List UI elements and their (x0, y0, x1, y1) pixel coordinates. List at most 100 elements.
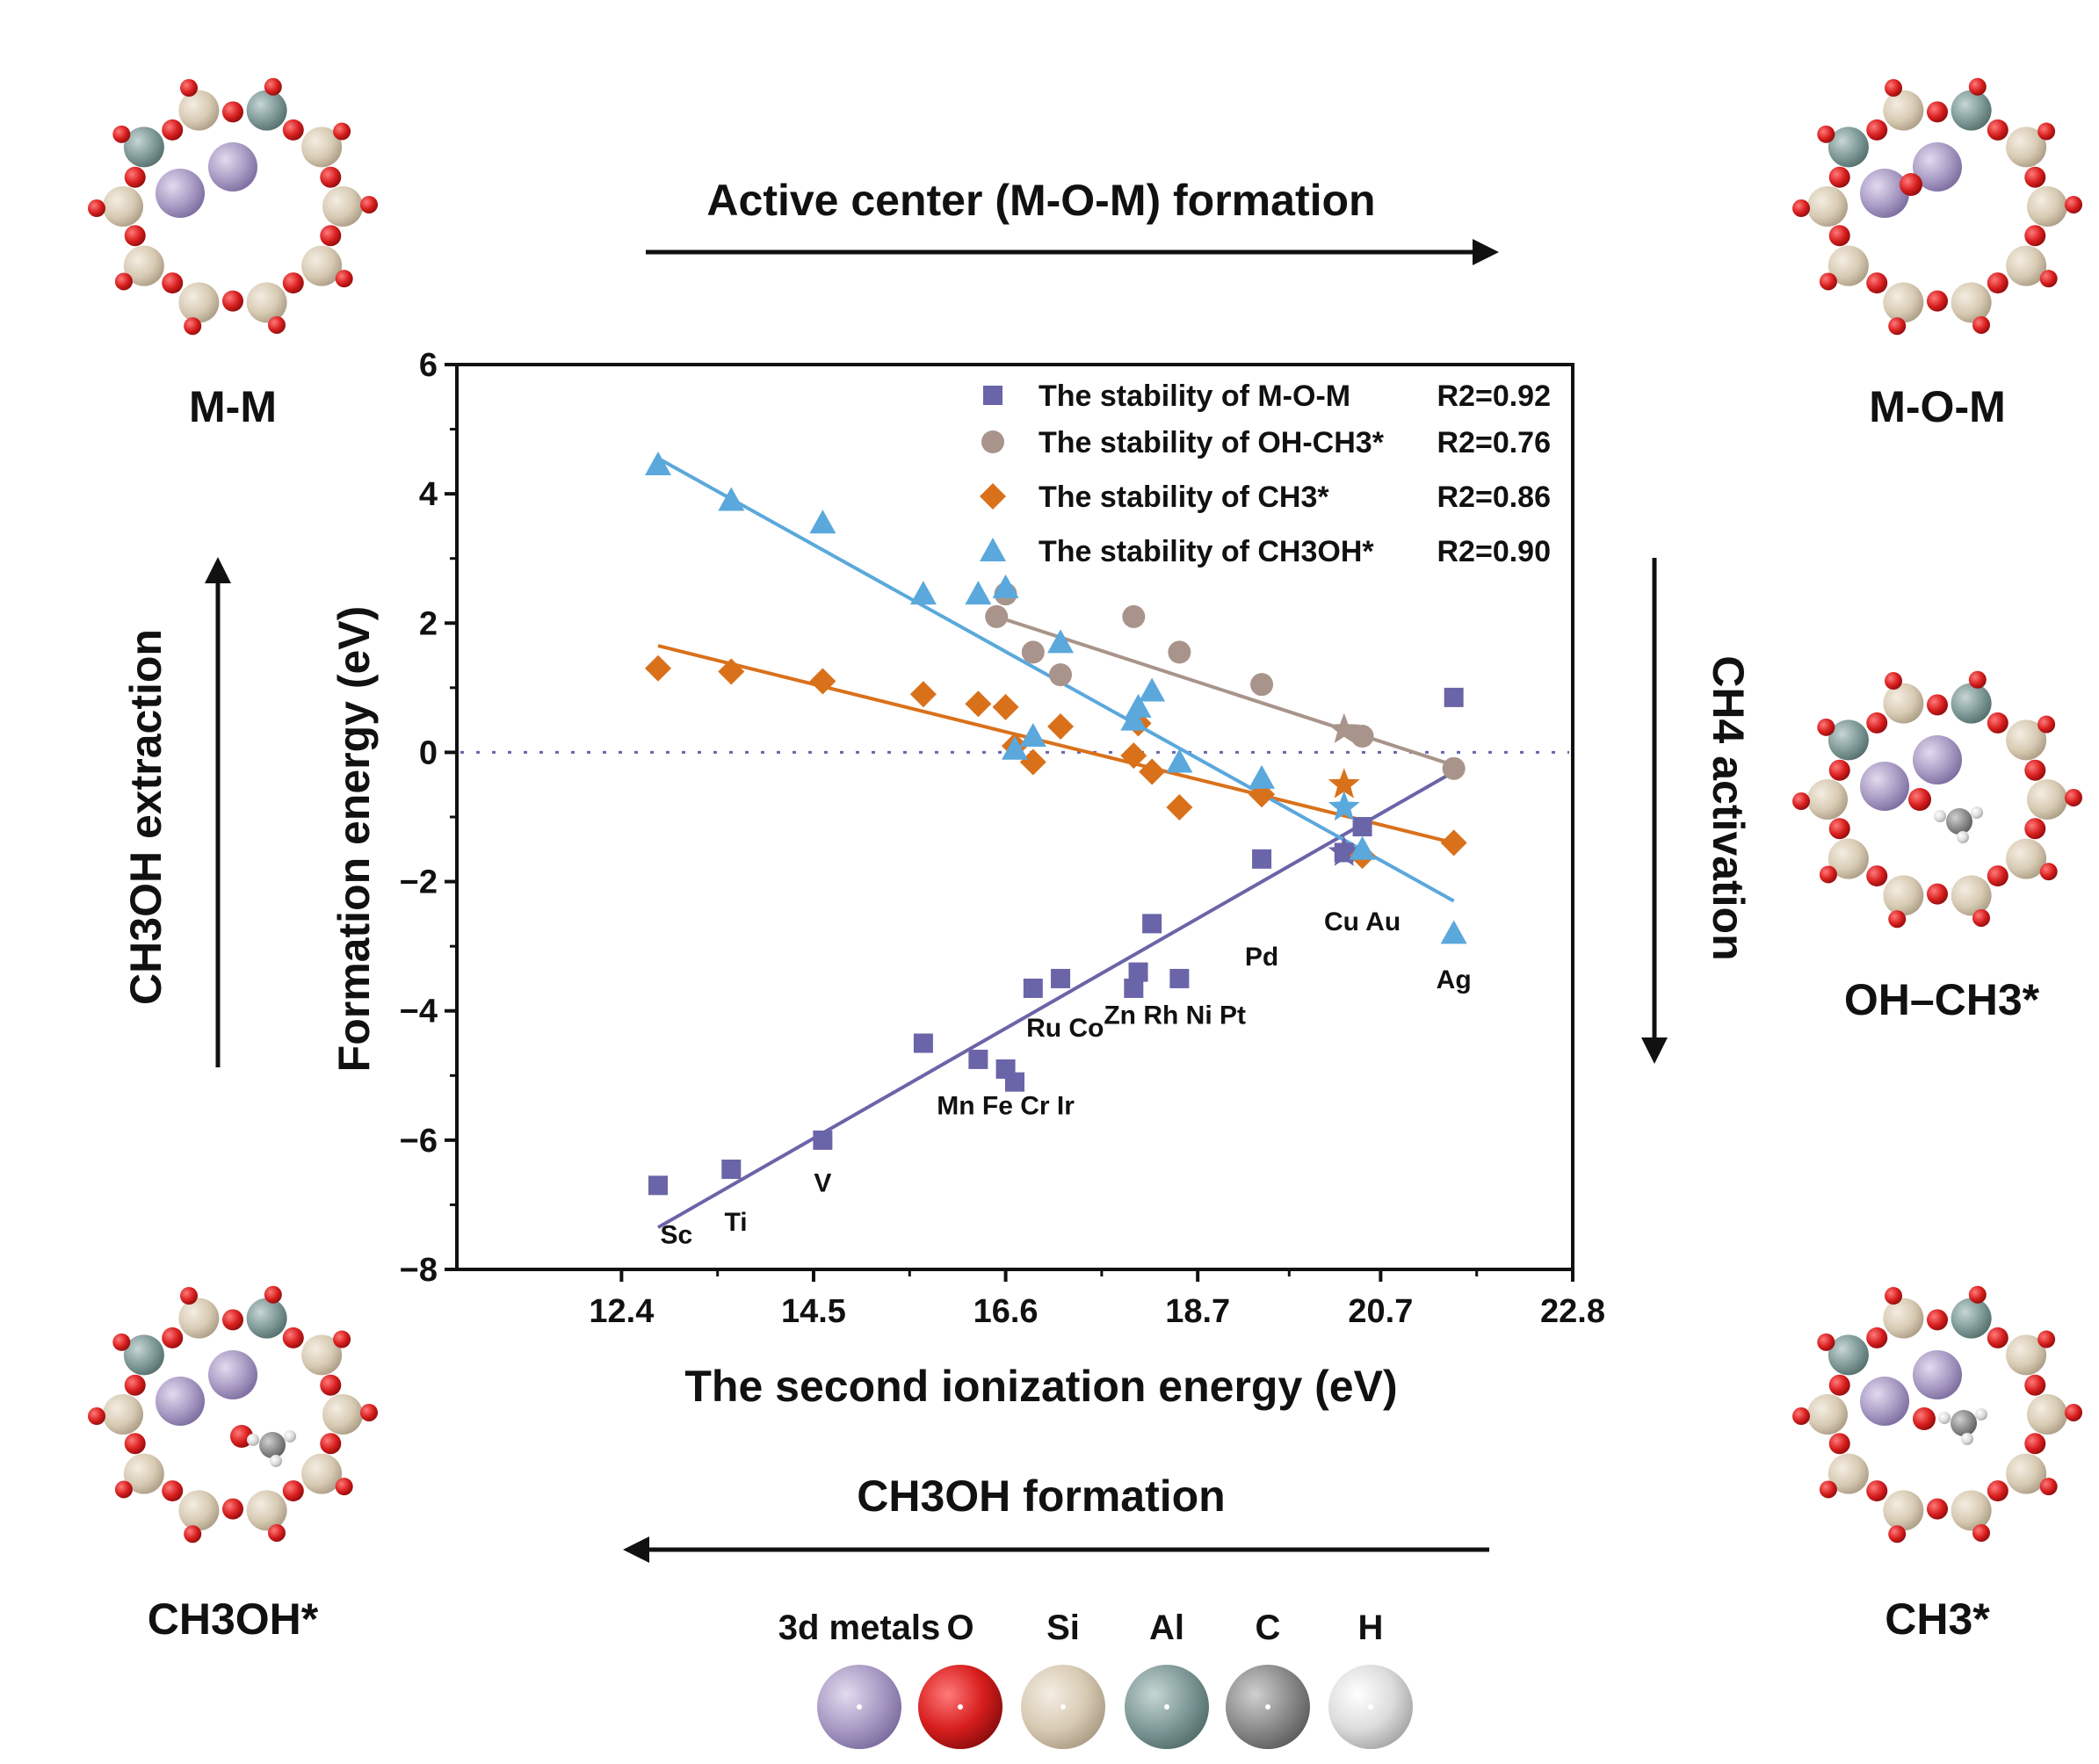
oxygen-atom (1792, 199, 1811, 218)
data-point-square (1252, 849, 1272, 869)
bridging-oxygen-atom (1908, 788, 1931, 811)
legend-marker-square (983, 386, 1002, 405)
top-arrow-label: Active center (M-O-M) formation (706, 176, 1375, 225)
oxygen-atom (1828, 1433, 1850, 1455)
oxygen-atom (2024, 1374, 2046, 1396)
x-tick-label: 20.7 (1348, 1293, 1413, 1330)
data-point-square (648, 1175, 669, 1196)
oxygen-atom (1927, 1498, 1948, 1520)
bridging-oxygen-atom (1913, 1407, 1936, 1430)
atom-legend-label: C (1256, 1609, 1281, 1647)
data-point-circle (1250, 673, 1274, 697)
fit-line (657, 644, 1455, 845)
oxygen-atom (264, 77, 282, 96)
data-point-diamond (909, 681, 937, 708)
left-arrow-label: CH3OH extraction (121, 629, 170, 1005)
oxygen-atom (1866, 712, 1888, 734)
star-marker (1328, 768, 1360, 799)
y-tick-label: 2 (419, 605, 438, 642)
framework-atom (322, 186, 363, 227)
oxygen-atom (1987, 119, 2009, 141)
oxygen-atom (282, 119, 304, 141)
oxygen-atom (2037, 715, 2056, 734)
framework-atom (1883, 683, 1924, 724)
framework-atom (1951, 90, 1992, 131)
framework-atom (1807, 186, 1848, 227)
framework-atom (2027, 779, 2067, 820)
framework-atom (178, 90, 220, 131)
oxygen-atom (180, 79, 199, 98)
data-point-diamond (718, 658, 745, 685)
framework-atom (1828, 1334, 1869, 1376)
x-tick-label: 12.4 (589, 1293, 654, 1330)
oxygen-atom (1819, 865, 1837, 884)
framework-atom (103, 186, 143, 227)
oxygen-atom (320, 1374, 342, 1396)
framework-atom (1951, 875, 1992, 916)
atom-color-legend: 3d metals O Si Al C H (778, 1609, 1413, 1749)
legend-entry-label: The stability of CH3* (1039, 481, 1329, 514)
framework-atom (246, 282, 287, 323)
data-point-circle (1049, 663, 1073, 687)
framework-atom (1828, 127, 1869, 168)
data-point-square (1169, 968, 1190, 988)
atom-legend-label: O (946, 1609, 974, 1647)
metal-atom (1913, 142, 1962, 192)
oxygen-atom (1927, 101, 1948, 123)
hydrogen-atom (1934, 810, 1946, 822)
oxygen-atom (2039, 863, 2058, 881)
oxygen-atom (114, 1480, 133, 1499)
framework-atom (1951, 1298, 1992, 1339)
metal-atom (1913, 1350, 1962, 1399)
oxygen-atom (2064, 788, 2082, 806)
oxygen-atom (1968, 670, 1987, 689)
metal-label: V (814, 1169, 831, 1198)
data-point-triangle (1349, 835, 1376, 860)
top-arrow: Active center (M-O-M) formation (646, 176, 1499, 265)
right-arrow-label: CH4 activation (1704, 655, 1753, 960)
oxygen-atom (1987, 865, 2009, 887)
data-point-diamond (1120, 742, 1147, 770)
oxygen-atom (1866, 119, 1888, 141)
fit-line (995, 615, 1455, 768)
oxygen-atom (320, 166, 342, 188)
swatch-highlight (1060, 1704, 1066, 1710)
data-point-square (968, 1049, 988, 1069)
data-point-circle (1122, 604, 1146, 628)
scatter-chart: 12.4 14.5 16.6 18.7 20.7 22.8 6 4 2 0 −2 −4 −6 −8 Sc T… (329, 347, 1605, 1411)
data-point-diamond (809, 668, 836, 695)
y-axis-title: Formation energy (eV) (329, 606, 379, 1073)
carbon-atom (1946, 808, 1972, 835)
data-point-triangle (909, 581, 937, 605)
oxygen-atom (2064, 195, 2082, 213)
framework-atom (123, 127, 164, 168)
hydrogen-atom (1938, 1412, 1951, 1424)
oxygen-atom (1972, 908, 1990, 927)
framework-atom (1883, 875, 1924, 916)
bridging-oxygen-atom (1900, 173, 1922, 196)
data-point-square (1023, 978, 1043, 998)
oxygen-atom (267, 1523, 286, 1542)
ch3-label: CH3* (1885, 1594, 1990, 1644)
framework-atom (1883, 1490, 1924, 1531)
oxygen-atom (1927, 694, 1948, 716)
data-point-triangle (992, 574, 1019, 598)
oxygen-atom (1792, 1407, 1811, 1426)
data-point-diamond (1440, 829, 1467, 857)
framework-atom (178, 1490, 220, 1531)
data-markers (645, 452, 1467, 1196)
data-point-circle (985, 604, 1009, 628)
oxygen-atom (335, 270, 353, 288)
oxygen-atom (1927, 290, 1948, 312)
ch3oh-structure (88, 1285, 378, 1544)
oxygen-atom (162, 1327, 184, 1348)
oxygen-atom (1866, 1327, 1888, 1348)
legend-entry-label: The stability of M-O-M (1039, 380, 1350, 413)
hydrogen-atom (270, 1455, 282, 1467)
oxygen-atom (2039, 1478, 2058, 1496)
framework-atom (322, 1394, 363, 1435)
framework-atom (1807, 1394, 1848, 1435)
data-point-square (813, 1130, 833, 1150)
data-point-square (913, 1033, 933, 1053)
x-tick-label: 14.5 (781, 1293, 846, 1330)
